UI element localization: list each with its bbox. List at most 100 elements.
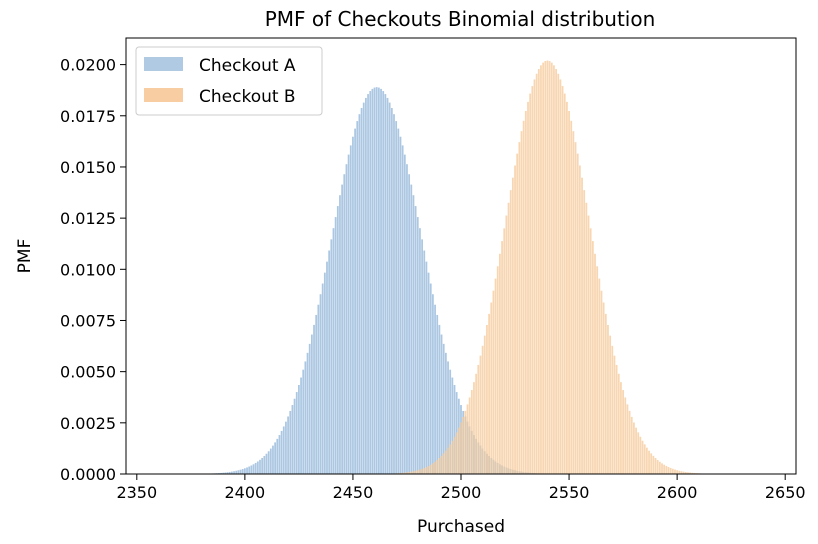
bar-checkout-b [617, 373, 620, 474]
bar-checkout-b [527, 101, 529, 474]
x-tick-label: 2450 [333, 483, 374, 502]
bar-checkout-a [354, 128, 356, 474]
bar-checkout-a [235, 470, 238, 474]
bar-checkout-a [375, 87, 378, 474]
bar-checkout-b [542, 62, 545, 474]
x-tick-label: 2500 [441, 483, 482, 502]
bar-checkout-a [397, 128, 400, 474]
bar-checkout-b [408, 472, 411, 474]
bar-checkout-a [220, 472, 222, 474]
y-tick-label: 0.0050 [60, 363, 116, 382]
bar-checkout-a [313, 324, 315, 474]
bar-checkout-b [691, 472, 694, 474]
bar-checkout-a [358, 114, 361, 474]
bar-checkout-b [591, 241, 594, 474]
bar-checkout-b [531, 86, 534, 474]
bar-checkout-a [401, 145, 404, 474]
bar-checkout-a [377, 87, 380, 474]
bar-checkout-a [246, 467, 248, 474]
bar-checkout-a [406, 164, 408, 474]
bar-checkout-b [559, 79, 562, 474]
bar-checkout-a [442, 343, 445, 474]
bar-checkout-b [658, 461, 661, 474]
bar-checkout-b [412, 471, 415, 474]
bar-checkout-b [561, 86, 564, 474]
bar-checkout-a [362, 102, 365, 474]
bar-checkout-a [248, 466, 251, 474]
bar-checkout-a [291, 405, 294, 474]
bar-checkout-a [323, 272, 326, 474]
bar-checkout-b [548, 61, 551, 475]
bar-checkout-b [553, 65, 555, 474]
bar-checkout-b [514, 165, 516, 475]
bar-checkout-b [479, 355, 482, 474]
bar-checkout-a [334, 217, 337, 474]
bar-checkout-b [635, 427, 637, 474]
bar-checkout-b [483, 335, 486, 474]
bar-checkout-b [499, 253, 501, 474]
y-tick-label: 0.0075 [60, 311, 116, 330]
bar-checkout-b [488, 313, 490, 474]
bar-checkout-a [265, 453, 268, 474]
bar-checkout-b [432, 463, 434, 474]
bar-checkout-b [449, 444, 452, 474]
bar-checkout-a [453, 384, 456, 474]
bar-checkout-b [481, 345, 484, 474]
y-axis-title: PMF [15, 239, 35, 274]
bar-checkout-b [475, 373, 478, 474]
bar-checkout-a [256, 461, 259, 474]
bar-checkout-a [382, 91, 385, 475]
bar-checkout-a [449, 369, 452, 474]
bar-checkout-b [496, 266, 499, 474]
bar-checkout-a [280, 430, 283, 474]
bar-checkout-b [425, 467, 428, 474]
legend: Checkout A Checkout B [135, 46, 323, 116]
bar-checkout-b [676, 470, 679, 474]
bar-checkout-b [626, 404, 629, 474]
bar-checkout-a [285, 421, 287, 474]
bar-checkout-a [347, 154, 350, 474]
bar-checkout-b [598, 278, 601, 474]
bar-checkout-b [440, 455, 443, 474]
bar-checkout-b [537, 69, 540, 474]
bar-checkout-b [501, 241, 503, 474]
chart-title: PMF of Checkouts Binomial distribution [265, 7, 656, 31]
bar-checkout-b [546, 60, 549, 475]
bar-checkout-b [645, 447, 648, 474]
bar-checkout-b [674, 469, 676, 474]
bar-checkout-b [669, 467, 672, 474]
bar-checkout-b [518, 142, 521, 474]
bar-checkout-b [438, 458, 441, 474]
bar-checkout-a [330, 239, 333, 474]
bar-checkout-b [466, 404, 469, 474]
bar-checkout-a [326, 261, 328, 474]
bar-checkout-b [594, 253, 596, 474]
x-tick-label: 2600 [657, 483, 698, 502]
bar-checkout-a [369, 91, 372, 475]
bar-checkout-b [568, 110, 570, 474]
bar-checkout-b [587, 215, 590, 474]
bar-checkout-b [455, 432, 458, 474]
bar-checkout-b [516, 153, 519, 474]
bar-checkout-b [656, 460, 659, 474]
bar-checkout-b [622, 390, 624, 474]
legend-swatch-checkout-b [144, 88, 183, 102]
bar-checkout-a [263, 455, 266, 474]
x-axis: 2350 2400 2450 2500 2550 2600 2650 [116, 474, 806, 502]
bar-checkout-a [295, 392, 298, 474]
bar-checkout-b [680, 471, 683, 474]
bar-checkout-b [406, 472, 408, 474]
y-tick-label: 0.0125 [60, 209, 116, 228]
bar-checkout-a [289, 410, 292, 474]
bar-checkout-a [287, 416, 289, 474]
bar-checkout-a [250, 465, 253, 474]
bar-checkout-a [421, 239, 423, 474]
bar-checkout-b [414, 470, 417, 474]
x-axis-title: Purchased [417, 517, 505, 537]
bar-checkout-b [447, 447, 449, 474]
bar-checkout-b [507, 202, 510, 474]
bar-checkout-a [302, 369, 305, 474]
bar-checkout-b [600, 290, 603, 474]
bar-checkout-a [298, 384, 300, 474]
y-tick-label: 0.0200 [60, 56, 116, 75]
